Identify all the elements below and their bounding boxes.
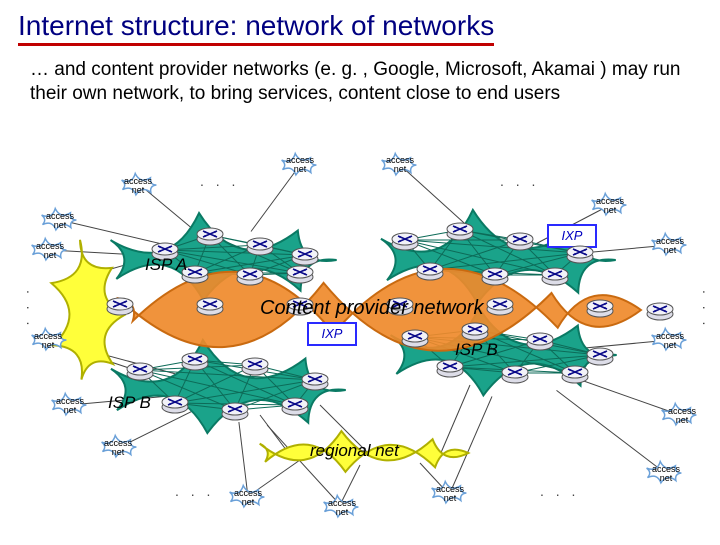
router-icon [542,268,568,285]
access-net-label: access net [382,156,418,175]
router-icon [247,238,273,255]
ellipsis: . . . [500,173,539,189]
access-net-label: access net [664,407,700,426]
slide-title: Internet structure: network of networks [18,10,494,46]
router-icon [647,303,673,320]
router-icon [107,298,133,315]
router-icon [127,363,153,380]
slide-description: … and content provider networks (e. g. ,… [30,58,690,106]
router-icon [507,233,533,250]
access-net-label: access net [652,237,688,256]
router-icon [282,398,308,415]
router-icon [287,266,313,283]
access-net-label: access net [282,156,318,175]
ixp-box: IXP [548,225,596,247]
ellipsis: . . . [175,483,214,499]
router-icon [182,353,208,370]
access-net-label: access net [30,332,66,351]
ellipsis: . . . [200,173,239,189]
router-icon [567,246,593,263]
router-icon [462,323,488,340]
router-icon [197,298,223,315]
ellipsis: . . . [700,290,716,329]
ellipsis: . . . [540,483,579,499]
router-icon [197,228,223,245]
diagram-canvas: IXP IXP access net access net access net acc… [0,145,720,540]
router-icon [587,300,613,317]
access-net-label: access net [432,485,468,504]
ixp-label: IXP [322,326,343,341]
router-icon [242,358,268,375]
access-net-label: access net [52,397,88,416]
router-icon [402,330,428,347]
router-icon [237,268,263,285]
cpn-label: Content provider network [260,297,483,320]
access-net-label: access net [230,489,266,508]
regional-label: regional net [310,441,399,461]
router-icon [587,348,613,365]
access-net-label: access net [592,197,628,216]
access-net-label: access net [648,465,684,484]
ixp-label: IXP [562,228,583,243]
access-net-label: access net [652,332,688,351]
router-icon [222,403,248,420]
access-net-label: access net [32,242,68,261]
ellipsis: . . . [24,290,40,329]
access-net-label: access net [100,439,136,458]
isp-a-label: ISP A [145,255,187,275]
router-icon [437,360,463,377]
router-icon [562,366,588,383]
router-icon [302,373,328,390]
isp-b-label: ISP B [455,340,498,360]
isp-b-label: ISP B [108,393,151,413]
ixp-box: IXP [308,323,356,345]
router-icon [482,268,508,285]
router-icon [292,248,318,265]
router-icon [527,333,553,350]
router-icon [417,263,443,280]
router-icon [502,366,528,383]
router-icon [162,396,188,413]
access-net-label: access net [120,177,156,196]
access-net-label: access net [324,499,360,518]
access-net-label: access net [42,212,78,231]
router-icon [487,298,513,315]
router-icon [447,223,473,240]
router-icon [392,233,418,250]
